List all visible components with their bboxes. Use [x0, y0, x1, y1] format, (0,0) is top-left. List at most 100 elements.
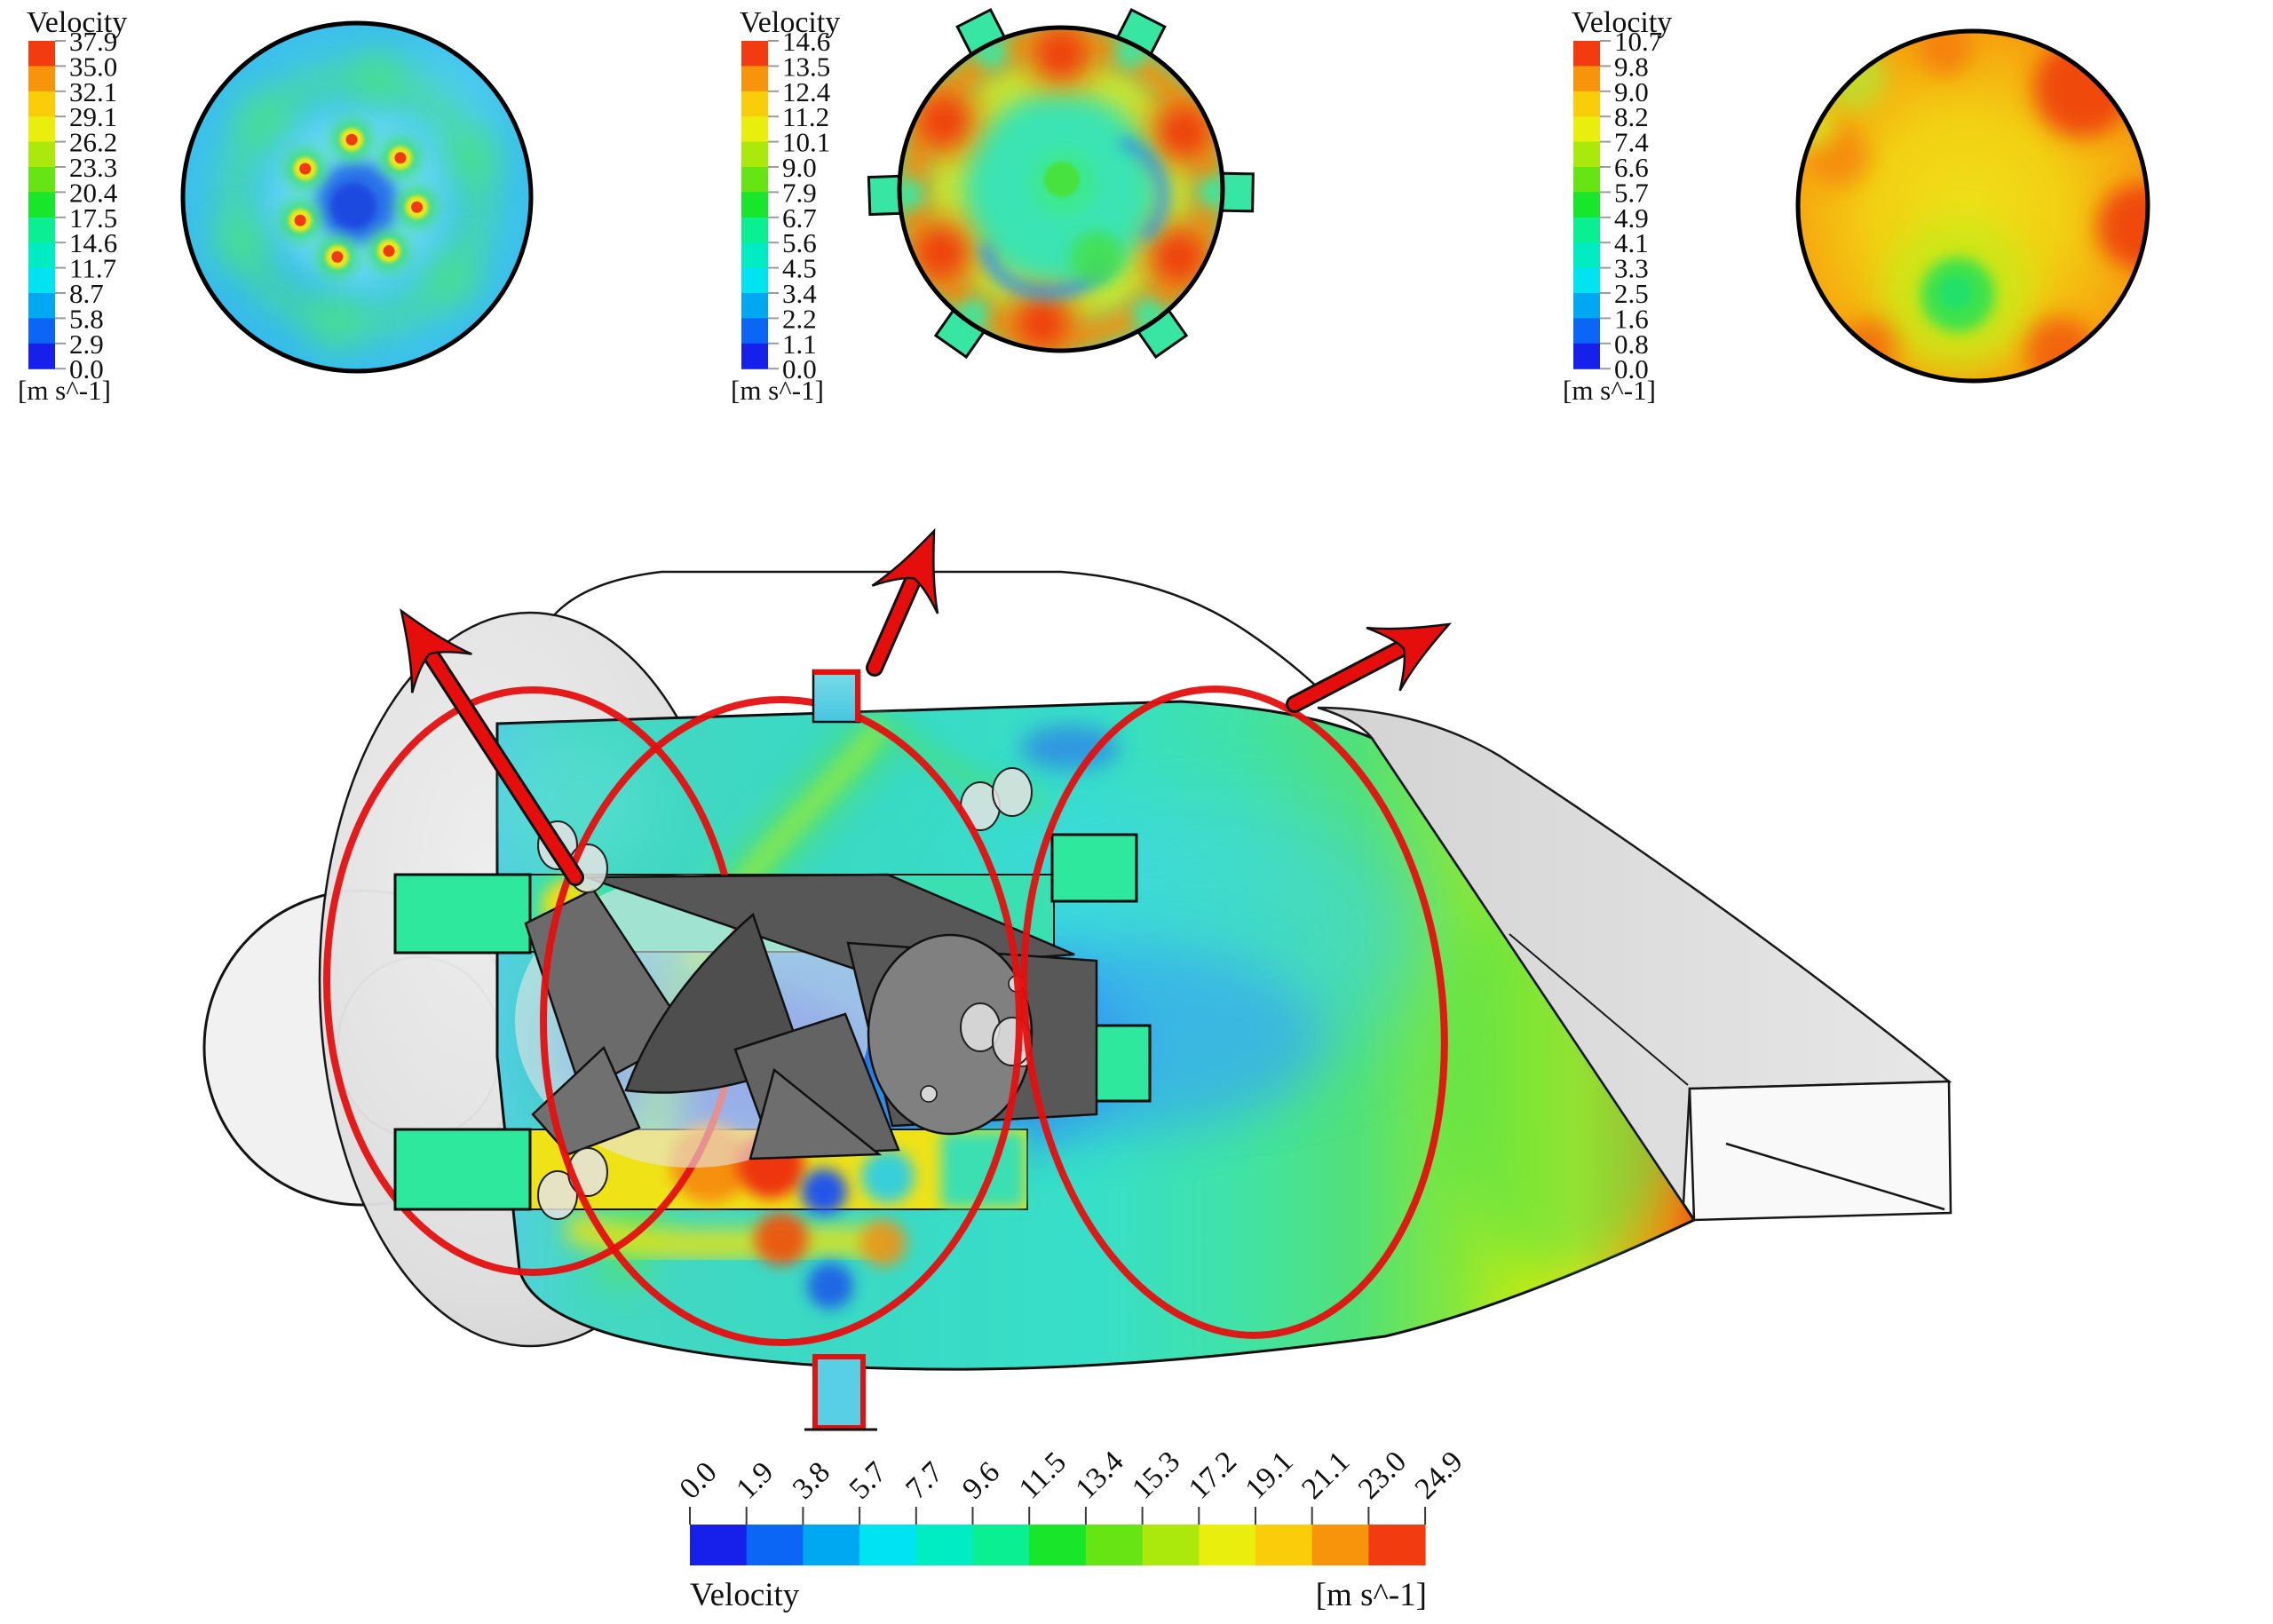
- colorbar-segment: [28, 242, 55, 269]
- stub-port-top: [812, 669, 861, 724]
- colorbar-segment: [741, 267, 768, 294]
- colorbar-segment: [1573, 167, 1600, 193]
- outlet-duct: [1688, 1080, 1952, 1222]
- colorbar-tick-label: 1.6: [1614, 303, 1649, 334]
- colorbar-tick-label: 7.9: [782, 177, 817, 208]
- colorbar-segment: [972, 1525, 1030, 1565]
- colorbar-tick-label: 9.0: [782, 152, 817, 183]
- colorbar-segment: [741, 91, 768, 117]
- colorbar-segment: [28, 267, 55, 294]
- colorbar-segment: [28, 318, 55, 345]
- colorbar-tick-label: 11.7: [69, 253, 116, 284]
- legend-title: Velocity: [740, 6, 840, 39]
- colorbar-segment: [741, 66, 768, 92]
- swirler-jet-spots: [280, 119, 438, 278]
- colorbar-tick-label: 4.9: [1614, 202, 1649, 234]
- colorbar-segment: [1311, 1525, 1369, 1565]
- colorbar-tick-label: 35.0: [69, 51, 117, 82]
- arrow-to-section-2: [866, 516, 969, 677]
- colorbar-tick-label: 0.0: [69, 353, 104, 384]
- colorbar-tick-label: 3.4: [782, 278, 817, 309]
- colorbar-tick-label: 14.6: [782, 26, 830, 57]
- colorbar-tick-label: 7.7: [899, 1455, 949, 1505]
- colorbar-segment: [741, 116, 768, 143]
- contour-section-3: [1795, 28, 2150, 384]
- colorbar-segment: [741, 41, 768, 67]
- colorbar-segment: [690, 1525, 748, 1565]
- colorbar-segment: [746, 1525, 804, 1565]
- colorbar-segment: [28, 91, 55, 117]
- colorbar-tick-label: 14.6: [69, 227, 117, 258]
- jet-spot-peak: [299, 162, 312, 175]
- colorbar-segment: [859, 1525, 917, 1565]
- jet-spot-peak: [345, 133, 358, 146]
- colorbar-tick-label: 4.1: [1614, 227, 1649, 258]
- transition-duct-surface: [1317, 706, 1952, 1208]
- colorbar-segment: [28, 141, 55, 168]
- colorbar-segment: [1573, 91, 1600, 117]
- section-marker-2: [540, 696, 1023, 1346]
- colorbar-segment: [1573, 116, 1600, 143]
- arrow-to-section-1: [370, 590, 584, 886]
- colorbar-segment: [741, 318, 768, 345]
- jet-spot-peak: [331, 250, 344, 263]
- colorbar-tick-label: 17.2: [1183, 1445, 1243, 1505]
- colorbar-tick-label: 0.0: [782, 353, 817, 384]
- colorbar-segment: [741, 167, 768, 193]
- colorbar-tick-label: 8.7: [69, 278, 104, 309]
- colorbar-segment: [28, 217, 55, 243]
- bottom-colorbar-title: Velocity: [690, 1577, 800, 1613]
- colorbar-tick-label: 17.5: [69, 202, 117, 234]
- casing-outline: [548, 570, 1322, 692]
- stub-port-bottom: [804, 1354, 877, 1431]
- legend-unit: [m s^-1]: [731, 375, 824, 406]
- colorbar-tick-label: 5.6: [782, 227, 817, 258]
- colorbar-tick-label: 1.1: [782, 329, 817, 360]
- colorbar-tick-label: 6.6: [1614, 152, 1649, 183]
- colorbar-tick-label: 32.1: [69, 76, 117, 107]
- colorbar-tick-label: 11.2: [782, 101, 829, 132]
- colorbar-tick-label: 3.3: [1614, 253, 1649, 284]
- colorbar-tick-label: 5.8: [69, 303, 104, 334]
- jet-spot-peak: [410, 201, 423, 213]
- colorbar-segment: [1573, 41, 1600, 67]
- jet-spot-peak: [394, 152, 407, 164]
- colorbar-segment: [803, 1525, 860, 1565]
- section-2-port-tabs: [867, 8, 1255, 360]
- bottom-colorbar-unit: [m s^-1]: [1316, 1577, 1427, 1613]
- colorbar-tick-label: 10.7: [1614, 26, 1662, 57]
- colorbar-tick-label: 8.2: [1614, 101, 1649, 132]
- legend-title: Velocity: [27, 6, 127, 39]
- colorbar-tick-label: 19.1: [1239, 1445, 1299, 1505]
- colorbar-segment: [1085, 1525, 1144, 1565]
- colorbar-segment: [1368, 1525, 1426, 1565]
- colorbar-segment: [1255, 1525, 1313, 1565]
- colorbar-tick-label: 15.3: [1126, 1445, 1186, 1505]
- colorbar-tick-label: 7.4: [1614, 127, 1649, 158]
- colorbar-tick-label: 2.9: [69, 329, 104, 360]
- colorbar-tick-label: 11.5: [1013, 1446, 1073, 1505]
- colorbar-tick-label: 0.0: [673, 1455, 723, 1505]
- colorbar-tick-label: 0.0: [1614, 353, 1649, 384]
- colorbar-segment: [741, 141, 768, 168]
- colorbar-segment: [741, 343, 768, 369]
- colorbar-tick-label: 1.9: [730, 1455, 780, 1505]
- colorbar-segment: [1573, 318, 1600, 345]
- colorbar-segment: [1029, 1525, 1087, 1565]
- colorbar-tick-label: 0.8: [1614, 329, 1649, 360]
- colorbar-segment: [28, 116, 55, 143]
- callout-arrows: [370, 516, 1468, 886]
- colorbar-tick-label: 5.7: [843, 1455, 893, 1505]
- section-marker-3: [1020, 685, 1448, 1339]
- velocity-legend-middle: Velocity 14.613.512.411.210.19.07.96.75.…: [731, 6, 840, 406]
- colorbar-tick-label: 2.5: [1614, 278, 1649, 309]
- colorbar-segment: [1573, 141, 1600, 168]
- colorbar-tick-label: 2.2: [782, 303, 817, 334]
- colorbar-tick-label: 4.5: [782, 253, 817, 284]
- colorbar-tick-label: 13.5: [782, 51, 830, 82]
- jet-spot-peak: [383, 245, 395, 257]
- colorbar-segment: [1142, 1525, 1200, 1565]
- colorbar-segment: [1199, 1525, 1256, 1565]
